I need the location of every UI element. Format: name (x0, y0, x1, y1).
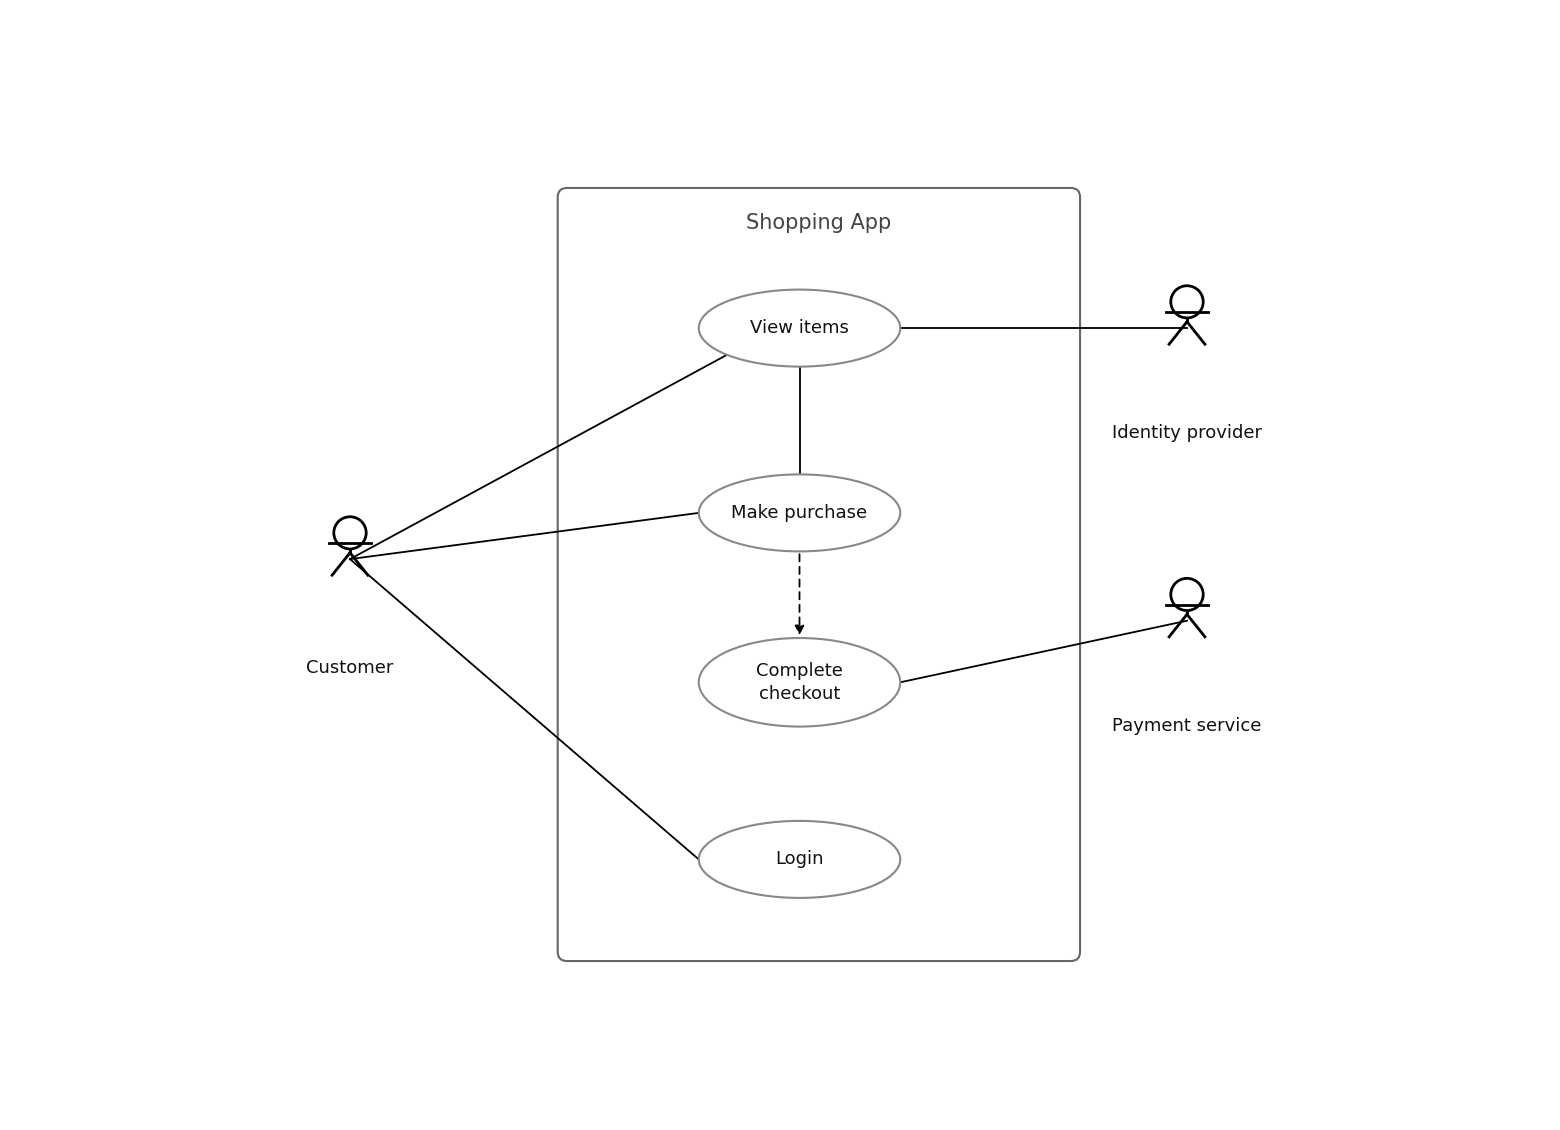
Text: View items: View items (750, 319, 849, 337)
FancyBboxPatch shape (558, 188, 1080, 960)
Ellipse shape (699, 289, 900, 366)
Text: Make purchase: Make purchase (732, 504, 867, 522)
Text: Identity provider: Identity provider (1112, 425, 1262, 442)
Ellipse shape (699, 638, 900, 727)
Ellipse shape (699, 475, 900, 551)
Text: Login: Login (775, 851, 824, 868)
Text: Complete
checkout: Complete checkout (757, 661, 842, 703)
Ellipse shape (699, 820, 900, 898)
Text: Shopping App: Shopping App (746, 212, 891, 233)
Text: Payment service: Payment service (1112, 716, 1262, 734)
Text: Customer: Customer (306, 659, 393, 677)
